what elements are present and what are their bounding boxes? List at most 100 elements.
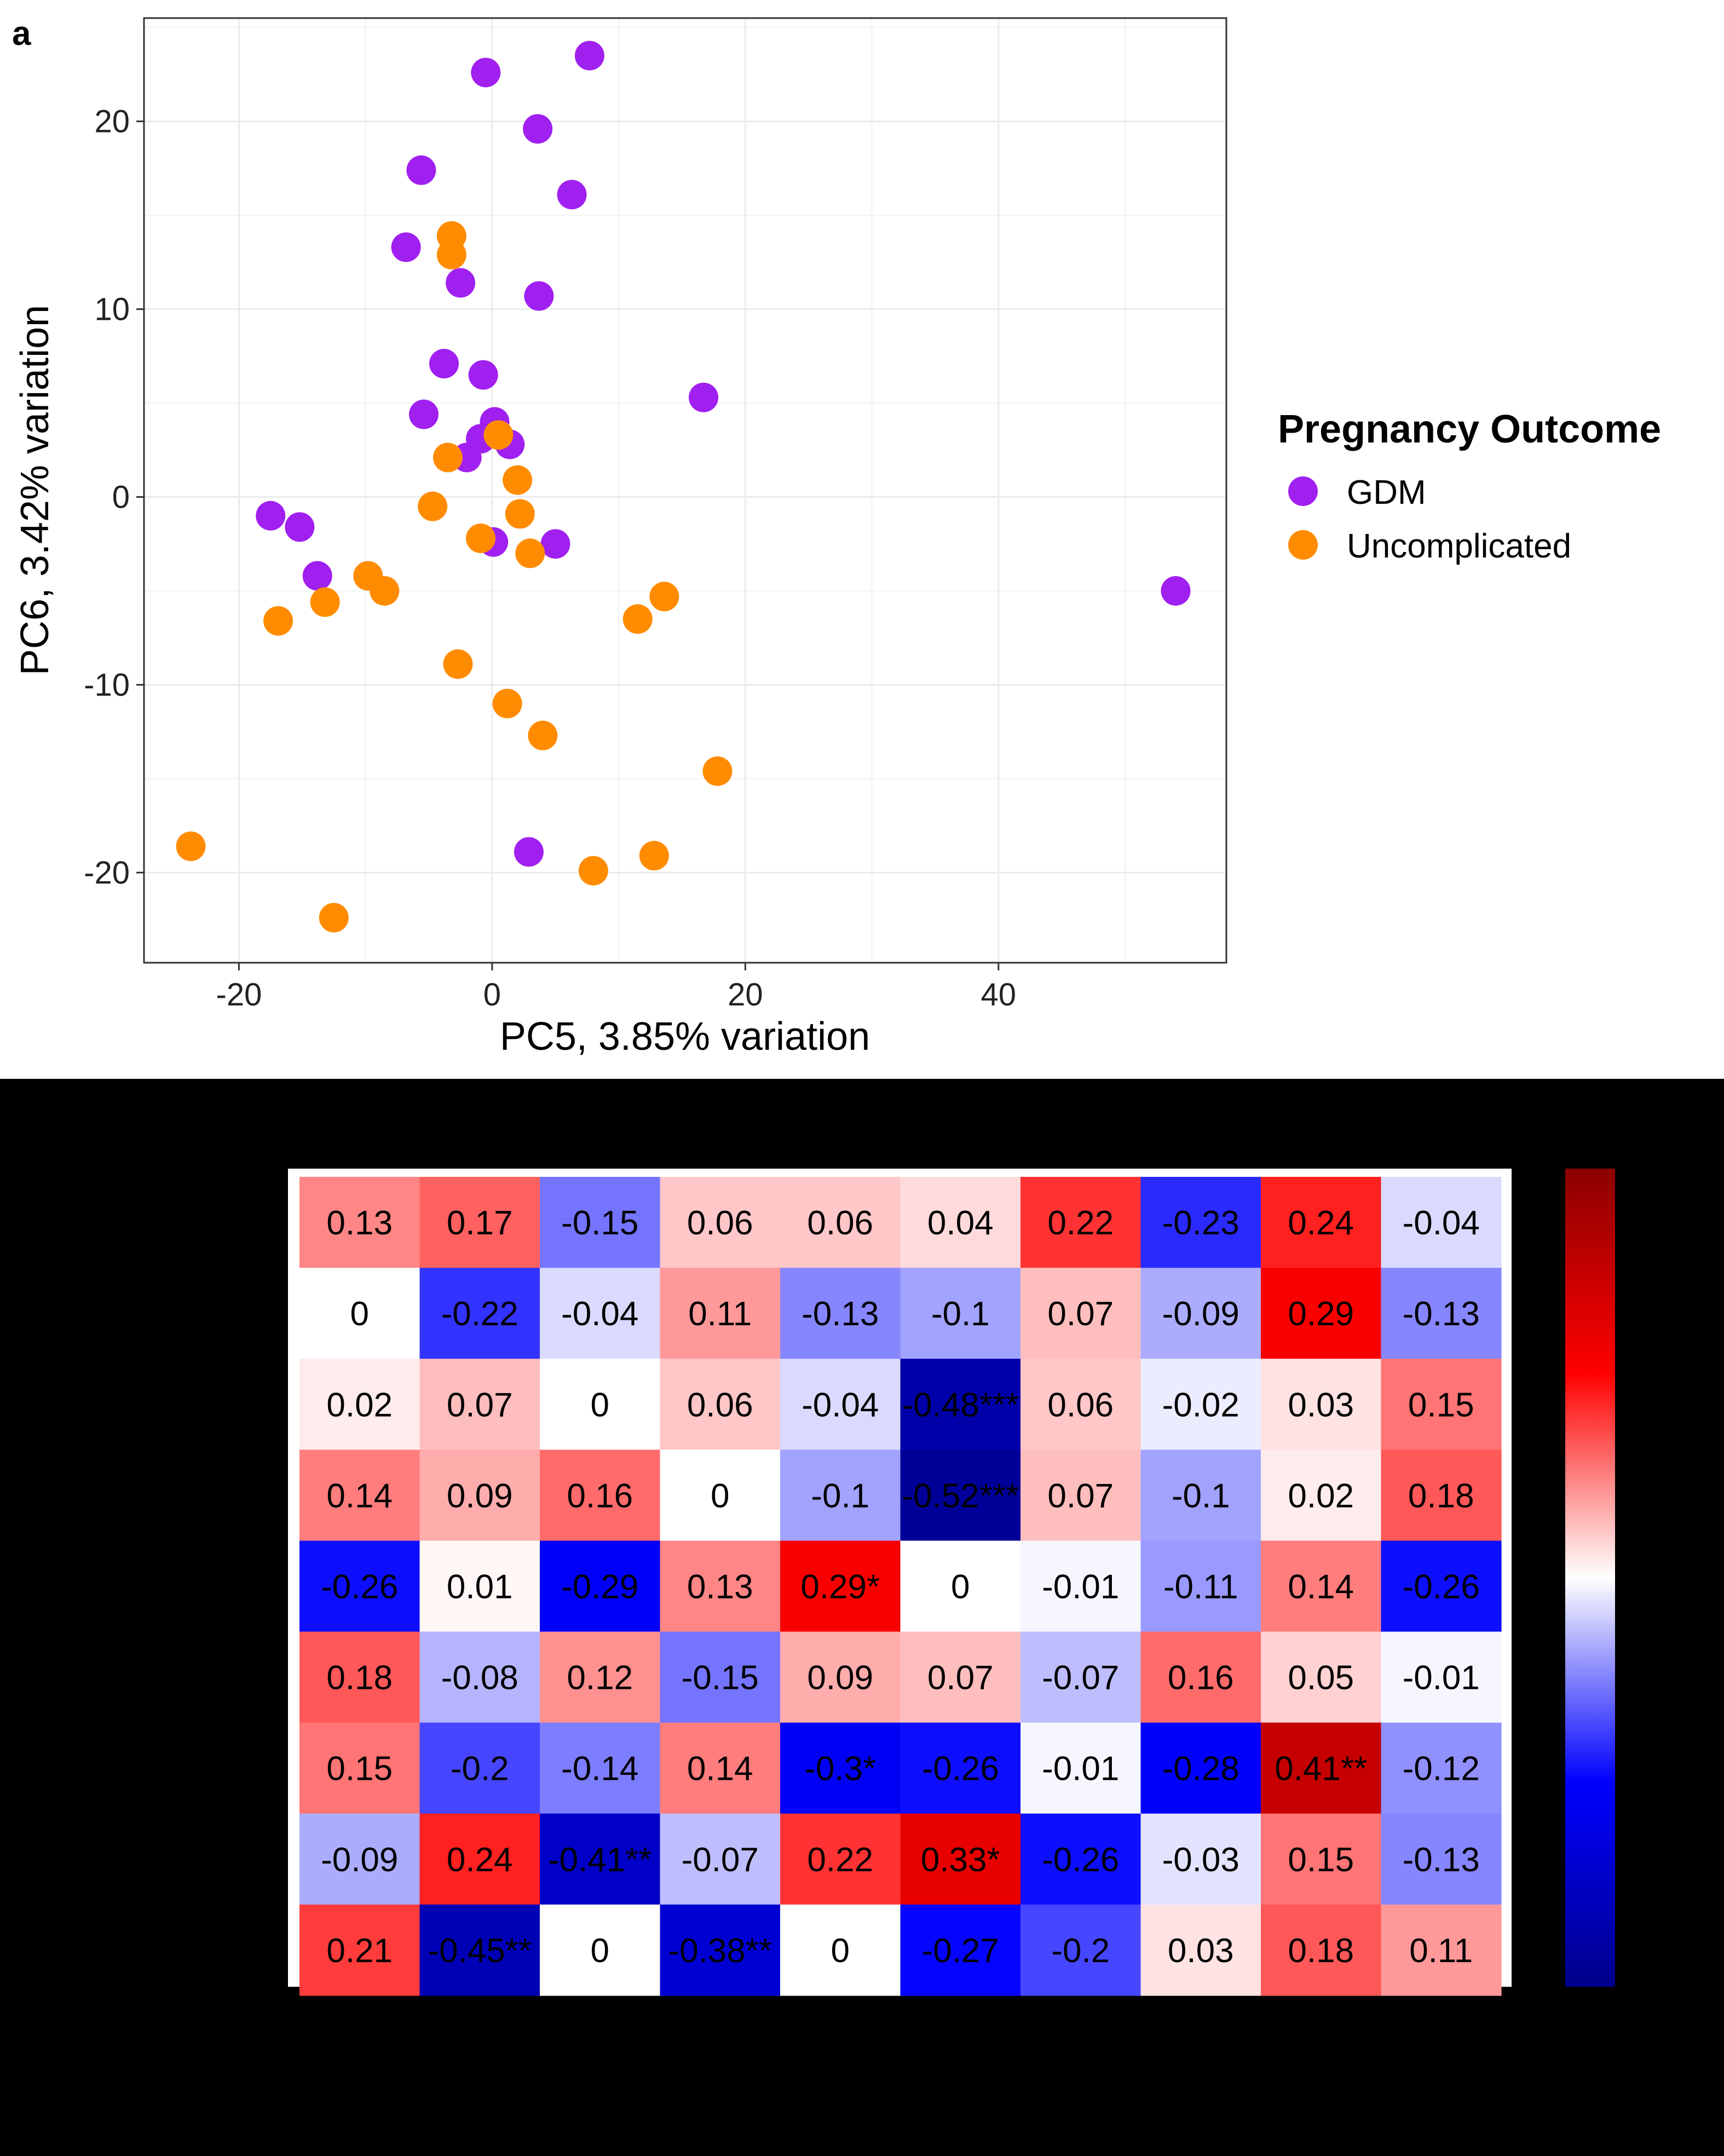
heatmap-cell [419,1631,540,1723]
legend-key-gdm [1288,476,1318,506]
heatmap-cell [1261,1450,1382,1541]
point-uncomplicated [578,855,608,886]
point-gdm [1161,576,1191,606]
point-gdm [689,382,719,412]
heatmap-cell [419,1450,540,1541]
heatmap-cell [299,1540,420,1632]
heatmap-cell-label: 0.15 [1408,1386,1474,1424]
heatmap-cell-label: 0.15 [326,1750,393,1788]
heatmap-cell [1020,1813,1141,1905]
heatmap-cell-label: 0.09 [807,1659,873,1697]
heatmap-cell [1381,1722,1502,1814]
heatmap-cell-labels: 0.13 0.17 -0.15 0.06 0.06 0.04 0.22 -0.23 0.24 -0… [321,1204,1480,1970]
heatmap-cell [540,1813,661,1905]
heatmap-cell [1261,1268,1382,1359]
heatmap-cell [900,1631,1021,1723]
point-gdm [302,561,332,591]
heatmap-cell [1020,1722,1141,1814]
heatmap-cell-label: -0.15 [561,1204,638,1242]
point-uncomplicated [622,604,653,634]
heatmap-cell [660,1904,781,1996]
point-uncomplicated [528,721,558,751]
x-tick-label: 40 [981,977,1017,1013]
heatmap-cell [419,1359,540,1450]
point-uncomplicated [319,902,349,933]
y-tick-label: 20 [94,104,130,140]
x-tick-label: 0 [483,977,501,1013]
heatmap-cell-label: 0.15 [1288,1841,1354,1879]
heatmap-cell [1261,1631,1382,1723]
pca-scatter-plot: a -20 0 20 40 -20 -10 0 10 20 PC5, 3.85% variat… [12,15,1661,1059]
heatmap-cell [780,1177,901,1268]
heatmap-cell [1381,1631,1502,1723]
heatmap-cell-label: 0.18 [1408,1477,1474,1515]
heatmap-cell-label: 0.04 [927,1204,994,1242]
heatmap-cells [299,1177,1502,1996]
y-tick-label: 0 [112,480,130,515]
heatmap-cell [900,1177,1021,1268]
heatmap-cell-label: 0.06 [687,1204,753,1242]
heatmap-cell [780,1268,901,1359]
heatmap-cell-label: -0.48*** [902,1386,1019,1424]
heatmap-cell-label: -0.38** [668,1932,772,1970]
colorbar [1565,1169,1615,1987]
heatmap-cell-label: -0.2 [1051,1932,1110,1970]
heatmap-cell [540,1268,661,1359]
heatmap-cell-label: -0.45** [428,1932,532,1970]
heatmap-cell-label: 0.24 [1288,1204,1354,1242]
heatmap-cell [299,1450,420,1541]
heatmap-cell-label: -0.08 [441,1659,518,1697]
heatmap-cell [780,1722,901,1814]
heatmap-cell [540,1177,661,1268]
point-gdm [406,155,436,185]
point-uncomplicated [483,420,514,450]
point-gdm [557,180,587,210]
y-axis-ticks: -20 -10 0 10 20 [84,104,144,890]
heatmap-cell-label: -0.28 [1162,1750,1239,1788]
heatmap-cell [540,1631,661,1723]
heatmap-cell [660,1359,781,1450]
heatmap-cell-label: -0.12 [1403,1750,1480,1788]
heatmap-cell-label: -0.27 [922,1932,999,1970]
heatmap-cell [660,1631,781,1723]
heatmap-cell-label: -0.13 [802,1295,879,1333]
x-axis-ticks: -20 0 20 40 [216,963,1017,1013]
point-gdm [524,281,554,311]
heatmap-cell-label: 0 [831,1932,850,1970]
legend-label-uncomplicated: Uncomplicated [1347,527,1571,565]
point-uncomplicated [436,240,466,270]
heatmap-cell [1140,1631,1261,1723]
heatmap-cell [1261,1722,1382,1814]
heatmap-cell-label: 0.14 [687,1750,753,1788]
heatmap-cell-label: 0.22 [807,1841,873,1879]
heatmap-cell [1381,1540,1502,1632]
heatmap-cell [900,1813,1021,1905]
heatmap-cell [1020,1177,1141,1268]
heatmap-cell [540,1722,661,1814]
heatmap-cell-label: -0.41** [548,1841,652,1879]
heatmap-cell [1140,1904,1261,1996]
heatmap-cell [299,1904,420,1996]
heatmap-cell-label: -0.15 [682,1659,759,1697]
heatmap-cell [1381,1904,1502,1996]
heatmap-cell-label: 0.07 [1047,1477,1114,1515]
heatmap-cell-label: 0.09 [447,1477,513,1515]
heatmap-cell [419,1540,540,1632]
heatmap-cell [540,1359,661,1450]
heatmap-cell-label: 0.01 [447,1568,513,1606]
heatmap-cell [780,1904,901,1996]
heatmap-cell-label: 0.14 [1288,1568,1354,1606]
point-uncomplicated [443,649,473,679]
point-uncomplicated [492,688,522,718]
heatmap-cell-label: -0.26 [1403,1568,1480,1606]
y-axis-title: PC6, 3.42% variation [13,305,57,675]
point-uncomplicated [505,499,535,529]
y-tick-label: -10 [84,667,130,703]
point-gdm [468,360,498,390]
heatmap-cell [1381,1450,1502,1541]
heatmap-cell-label: 0.13 [687,1568,753,1606]
heatmap-cell-label: -0.09 [1162,1295,1239,1333]
point-uncomplicated [176,831,206,861]
heatmap-cell [780,1631,901,1723]
heatmap-cell [1020,1904,1141,1996]
